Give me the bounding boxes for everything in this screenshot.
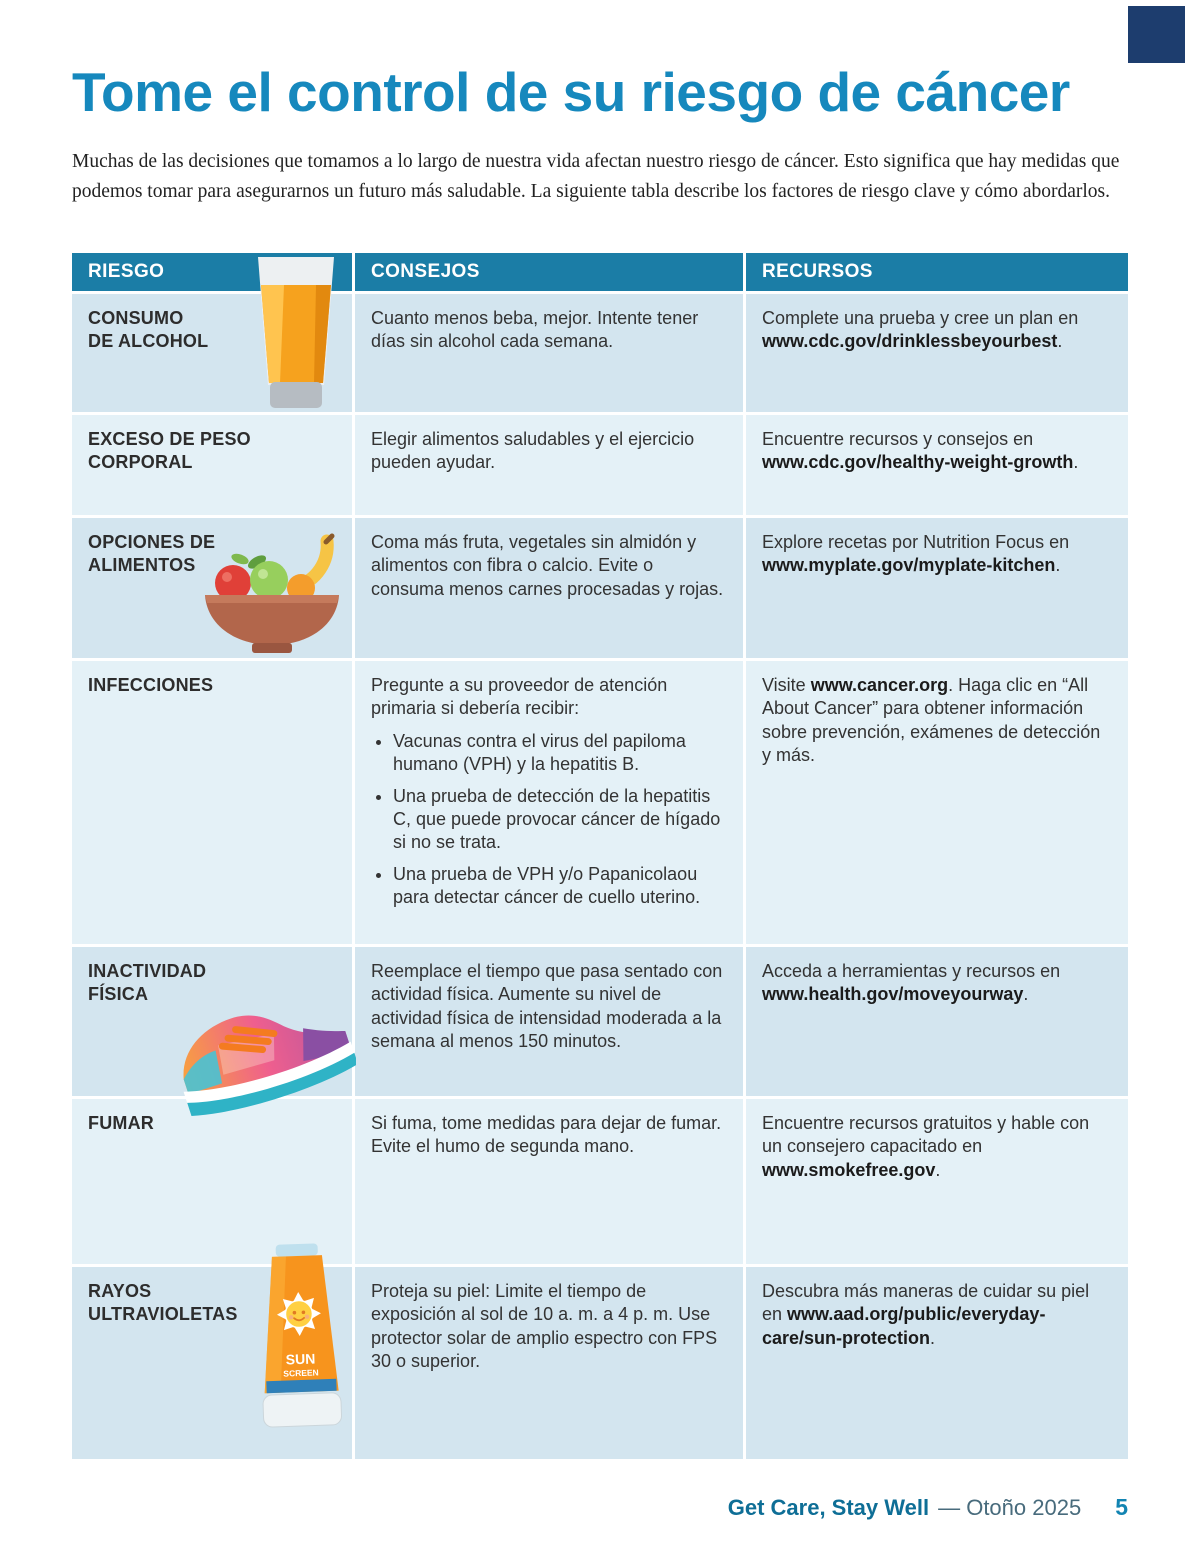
- consejos-cell-peso: Elegir alimentos saludables y el ejercic…: [355, 415, 743, 515]
- consejos-cell-rayos-uv: Proteja su piel: Limite el tiempo de exp…: [355, 1267, 743, 1459]
- page-number: 5: [1115, 1494, 1128, 1520]
- risk-cell-infecciones: INFECCIONES: [72, 661, 352, 944]
- risk-label-line: INFECCIONES: [88, 675, 214, 695]
- cell-text: Descubra más maneras de cuidar su piel e…: [762, 1281, 1090, 1348]
- recursos-cell-inactividad: Acceda a herramientas y recursos en www.…: [746, 947, 1128, 1096]
- risk-label: FUMAR: [88, 1112, 336, 1135]
- recursos-cell-alimentos: Explore recetas por Nutrition Focus en w…: [746, 518, 1128, 658]
- consejos-cell-alimentos: Coma más fruta, vegetales sin almidón y …: [355, 518, 743, 658]
- infecciones-bullet-list: Vacunas contra el virus del papiloma hum…: [371, 730, 727, 910]
- consejos-cell-fumar: Si fuma, tome medidas para dejar de fuma…: [355, 1099, 743, 1264]
- cell-text: Elegir alimentos saludables y el ejercic…: [371, 429, 695, 473]
- footer-issue: — Otoño 2025: [938, 1495, 1082, 1520]
- recursos-cell-peso: Encuentre recursos y consejos en www.cdc…: [746, 415, 1128, 515]
- risk-label-line: INACTIVIDAD: [88, 961, 207, 981]
- consejos-cell-infecciones: Pregunte a su proveedor de atención prim…: [355, 661, 743, 944]
- intro-paragraph: Muchas de las decisiones que tomamos a l…: [72, 151, 1120, 202]
- risk-label-line: DE ALCOHOL: [88, 331, 209, 352]
- cell-text: Encuentre recursos y consejos en www.cdc…: [762, 429, 1079, 473]
- sunscreen-tube-icon: SUN SCREEN: [262, 1243, 343, 1428]
- risk-label-line: ALIMENTOS: [88, 555, 196, 576]
- bullet-item: Una prueba de VPH y/o Papanicolaou para …: [393, 863, 727, 910]
- cell-text: Acceda a herramientas y recursos en www.…: [762, 961, 1061, 1005]
- cell-text: Visite www.cancer.org. Haga clic en “All…: [762, 675, 1101, 766]
- cell-text: Explore recetas por Nutrition Focus en w…: [762, 532, 1070, 576]
- page-title: Tome el control de su riesgo de cáncer: [72, 61, 1070, 123]
- risk-label: INFECCIONES: [88, 674, 336, 697]
- cell-text: Cuanto menos beba, mejor. Intente tener …: [371, 308, 699, 352]
- risk-label-line: ULTRAVIOLETAS: [88, 1304, 238, 1325]
- risk-label: INACTIVIDAD FÍSICA: [88, 960, 336, 1007]
- brand-logo: [1128, 6, 1185, 63]
- risk-cell-peso: EXCESO DE PESO CORPORAL: [72, 415, 352, 515]
- consejos-cell-inactividad: Reemplace el tiempo que pasa sentado con…: [355, 947, 743, 1096]
- column-header-recursos: RECURSOS: [746, 253, 1128, 291]
- sunscreen-label-line2: SCREEN: [283, 1367, 319, 1378]
- recursos-cell-infecciones: Visite www.cancer.org. Haga clic en “All…: [746, 661, 1128, 944]
- recursos-cell-rayos-uv: Descubra más maneras de cuidar su piel e…: [746, 1267, 1128, 1459]
- cell-text: Si fuma, tome medidas para dejar de fuma…: [371, 1113, 722, 1157]
- page-footer: Get Care, Stay Well — Otoño 2025 5: [728, 1494, 1128, 1521]
- risk-label: EXCESO DE PESO CORPORAL: [88, 428, 336, 475]
- risk-table: RIESGO CONSEJOS RECURSOS CONSUMO DE ALCO…: [72, 253, 1128, 1459]
- cell-text: Pregunte a su proveedor de atención prim…: [371, 675, 668, 719]
- risk-label-line: RAYOS: [88, 1281, 152, 1301]
- cell-text: Coma más fruta, vegetales sin almidón y …: [371, 532, 724, 599]
- beer-glass-icon: [258, 257, 334, 408]
- footer-brand: Get Care, Stay Well: [727, 1495, 930, 1520]
- risk-label-line: FÍSICA: [88, 984, 149, 1005]
- recursos-cell-alcohol: Complete una prueba y cree un plan en ww…: [746, 294, 1128, 412]
- cell-text: Reemplace el tiempo que pasa sentado con…: [371, 961, 723, 1052]
- running-shoe-icon: [183, 1015, 356, 1116]
- risk-label-line: FUMAR: [88, 1113, 154, 1133]
- cell-text: Encuentre recursos gratuitos y hable con…: [762, 1113, 1090, 1180]
- sunscreen-label-line1: SUN: [285, 1350, 315, 1367]
- risk-label-line: EXCESO DE PESO: [88, 429, 251, 449]
- risk-label-line: CORPORAL: [88, 452, 193, 473]
- risk-label: CONSUMO DE ALCOHOL: [88, 307, 336, 354]
- column-header-consejos: CONSEJOS: [355, 253, 743, 291]
- cell-text: Complete una prueba y cree un plan en ww…: [762, 308, 1079, 352]
- bullet-item: Vacunas contra el virus del papiloma hum…: [393, 730, 727, 777]
- fruit-bowl-icon: [205, 533, 339, 653]
- recursos-cell-fumar: Encuentre recursos gratuitos y hable con…: [746, 1099, 1128, 1264]
- consejos-cell-alcohol: Cuanto menos beba, mejor. Intente tener …: [355, 294, 743, 412]
- bullet-item: Una prueba de detección de la hepatitis …: [393, 785, 727, 855]
- risk-label-line: OPCIONES DE: [88, 532, 216, 552]
- risk-label: OPCIONES DE ALIMENTOS: [88, 531, 336, 578]
- risk-label-line: CONSUMO: [88, 308, 184, 328]
- cell-text: Proteja su piel: Limite el tiempo de exp…: [371, 1281, 718, 1372]
- risk-label: RAYOS ULTRAVIOLETAS: [88, 1280, 336, 1327]
- risk-cell-fumar: FUMAR: [72, 1099, 352, 1264]
